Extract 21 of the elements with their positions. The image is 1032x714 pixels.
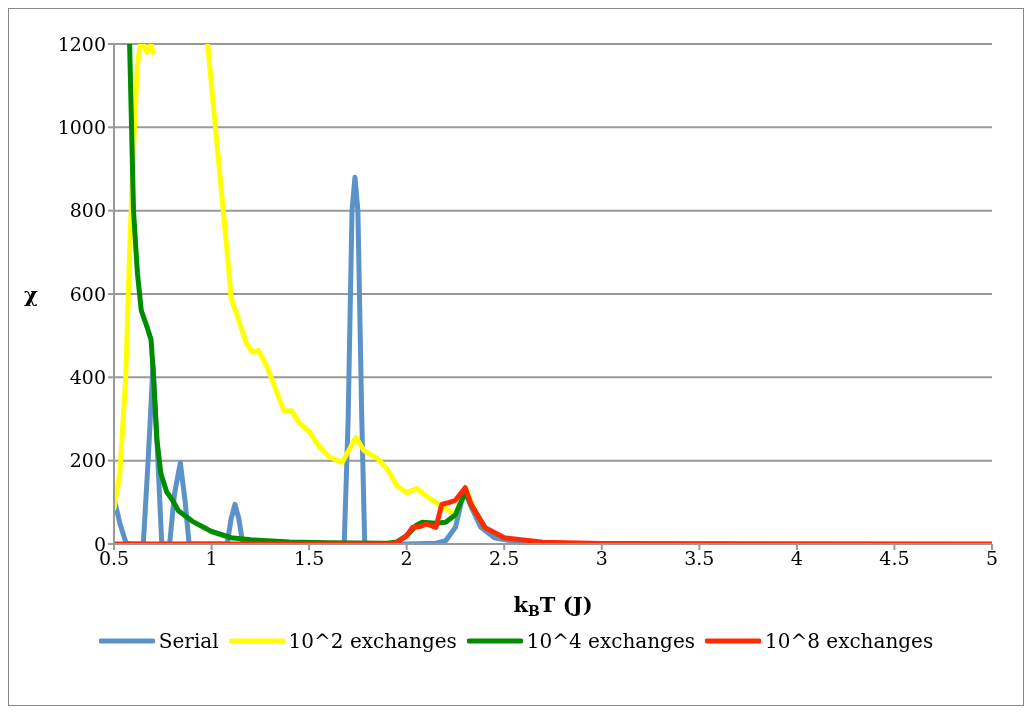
y-tick-label: 600 xyxy=(69,282,106,305)
x-tick-label: 4 xyxy=(790,547,803,570)
y-axis-title: χ xyxy=(24,282,39,307)
x-tick-label: 4.5 xyxy=(879,547,910,570)
y-tick-label: 400 xyxy=(69,366,106,389)
x-tick-label: 1 xyxy=(205,547,218,570)
y-tick-label: 200 xyxy=(69,449,106,472)
x-tick-label: 3.5 xyxy=(684,547,715,570)
legend-label: 10^4 exchanges xyxy=(526,629,696,653)
legend-label: 10^2 exchanges xyxy=(288,629,457,653)
x-tick-label: 1.5 xyxy=(294,547,325,570)
legend-label: 10^8 exchanges xyxy=(765,629,934,653)
y-tick-label: 1200 xyxy=(57,32,106,55)
x-tick-label: 2.5 xyxy=(489,547,520,570)
x-tick-label: 2 xyxy=(400,547,413,570)
legend-label: Serial xyxy=(158,629,219,653)
x-axis-title: k$_{B}$T (J) xyxy=(513,592,593,619)
x-tick-label: 3 xyxy=(595,547,608,570)
x-tick-label: 5 xyxy=(985,547,999,570)
y-tick-label: 800 xyxy=(69,199,106,222)
y-tick-label: 1000 xyxy=(57,116,106,139)
